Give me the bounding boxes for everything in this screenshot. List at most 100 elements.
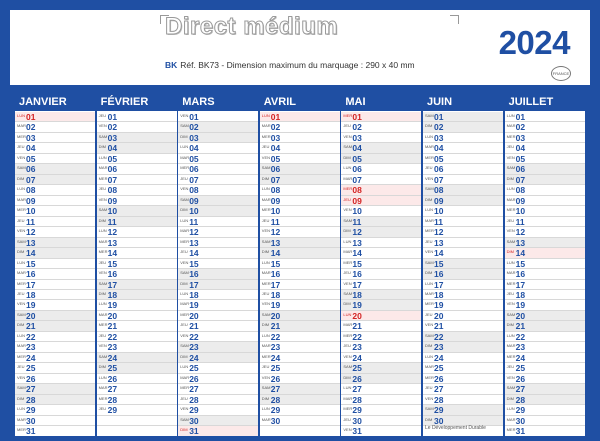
day-number: 17 — [107, 279, 118, 290]
day-number: 26 — [434, 373, 444, 384]
day-number: 27 — [26, 384, 36, 395]
day-row: LUN 29 — [15, 405, 95, 416]
day-row: VEN 19 — [15, 300, 95, 311]
day-row: VEN 05 — [259, 154, 340, 165]
weekday-label: DIM — [343, 374, 351, 380]
day-row: MER 05 — [423, 154, 503, 165]
weekday-label: SAM — [180, 123, 189, 129]
day-number: 12 — [434, 227, 444, 238]
day-number: 07 — [434, 174, 444, 185]
day-row: DIM 14 — [15, 248, 95, 259]
day-number: 12 — [26, 227, 36, 238]
weekday-label: MER — [343, 332, 353, 338]
weekday-label: JEU — [261, 217, 270, 223]
day-number: 15 — [189, 258, 199, 269]
weekday-label: JEU — [506, 364, 515, 370]
month-name: AVRIL — [259, 94, 340, 112]
weekday-label: MAR — [180, 154, 190, 160]
month-column: JUIN SAM 01 DIM 02 LUN 03 MAR 04 MER 05 JEU 06 VEN 07 S… — [423, 94, 503, 436]
weekday-label: JEU — [425, 385, 433, 391]
weekday-label: SAM — [425, 186, 434, 192]
month-name: MAI — [341, 94, 422, 112]
day-number: 10 — [189, 206, 199, 217]
day-number: 19 — [26, 300, 36, 311]
weekday-label: VEN — [98, 196, 107, 202]
day-row: MER 03 — [259, 133, 340, 144]
weekday-label: VEN — [506, 301, 515, 307]
day-list: LUN 01 MAR 02 MER 03 JEU 04 VEN 05 SAM 06 DIM 07 LUN 08… — [504, 112, 585, 436]
day-row: SAM 13 — [504, 237, 585, 249]
weekday-label: MER — [261, 280, 271, 286]
month-column: JUILLET LUN 01 MAR 02 MER 03 JEU 04 VEN 05 SAM 06 DIM… — [504, 94, 585, 436]
month-column: FÉVRIER JEU 01 VEN 02 SAM 03 DIM 04 LUN 05 MAR 06 MER… — [96, 94, 177, 436]
day-number: 01 — [26, 112, 36, 122]
weekday-label: SAM — [17, 385, 26, 391]
day-number: 28 — [107, 394, 118, 405]
weekday-label: JEU — [180, 175, 188, 181]
weekday-label: SAM — [180, 416, 189, 422]
day-number: 08 — [270, 185, 281, 196]
weekday-label: LUN — [506, 406, 515, 412]
day-number: 16 — [107, 269, 118, 280]
month-column: JANVIER LUN 01 MAR 02 MER 03 JEU 04 VEN 05 SAM 06 DIM… — [15, 94, 95, 436]
day-list: LUN 01 MAR 02 MER 03 JEU 04 VEN 05 SAM 06 DIM 07 LUN 08… — [15, 112, 95, 436]
day-number: 21 — [189, 321, 199, 332]
day-number: 03 — [352, 132, 362, 143]
weekday-label: MAR — [17, 416, 26, 422]
day-number: 20 — [107, 310, 118, 321]
day-row: MAR 30 — [15, 416, 95, 427]
day-row: LUN 08 — [504, 185, 585, 196]
day-number: 11 — [26, 216, 35, 227]
weekday-label: VEN — [425, 322, 434, 328]
weekday-label: MER — [180, 311, 190, 317]
weekday-label: LUN — [180, 290, 189, 296]
weekday-label: MAR — [98, 311, 108, 317]
day-row: MER 20 — [178, 311, 259, 322]
day-row: JEU 25 — [504, 363, 585, 374]
weekday-label: VEN — [98, 343, 107, 349]
day-number: 22 — [270, 331, 281, 342]
day-row: JEU 20 — [423, 311, 503, 322]
weekday-label: LUN — [17, 332, 26, 338]
day-row: DIM 25 — [96, 363, 177, 374]
day-number: 03 — [434, 132, 444, 143]
day-number: 15 — [434, 258, 444, 269]
weekday-label: MER — [506, 427, 516, 433]
month-name: MARS — [178, 94, 259, 112]
day-number: 25 — [515, 363, 526, 374]
day-number: 14 — [352, 248, 362, 259]
day-number: 25 — [26, 363, 36, 374]
day-row: LUN 20 — [341, 310, 422, 322]
day-number: 28 — [26, 394, 36, 405]
day-row: MAR 20 — [96, 310, 177, 322]
day-number: 21 — [26, 321, 36, 332]
day-number: 11 — [434, 216, 443, 227]
day-number: 16 — [189, 269, 199, 280]
day-row: DIM 18 — [96, 289, 177, 301]
day-row: JEU 25 — [259, 363, 340, 374]
day-number: 08 — [352, 185, 362, 196]
day-list: VEN 01 SAM 02 DIM 03 LUN 04 MAR 05 MER 06 JEU 07 VEN 08… — [178, 112, 259, 436]
day-row: MER 21 — [96, 321, 177, 332]
weekday-label: JEU — [343, 196, 351, 202]
day-row: DIM 21 — [504, 321, 585, 332]
day-number: 31 — [515, 426, 526, 436]
weekday-label: JEU — [343, 123, 351, 129]
day-number: 11 — [352, 216, 362, 227]
day-number: 29 — [515, 405, 526, 416]
day-row: DIM 28 — [504, 394, 585, 406]
day-row: MER 31 — [15, 426, 95, 436]
day-row: MAR 26 — [178, 374, 259, 385]
weekday-label: JEU — [425, 165, 433, 171]
weekday-label: LUN — [506, 186, 515, 192]
day-number: 15 — [352, 258, 362, 269]
day-row: SAM 06 — [259, 164, 340, 175]
weekday-label: MAR — [343, 395, 353, 401]
day-number: 12 — [352, 227, 362, 238]
day-number: 23 — [352, 342, 362, 353]
weekday-label: JEU — [98, 186, 107, 192]
day-row: MAR 09 — [504, 196, 585, 207]
day-number: 14 — [26, 248, 36, 259]
day-row: VEN 28 — [423, 395, 503, 406]
day-row: MAR 02 — [15, 122, 95, 133]
